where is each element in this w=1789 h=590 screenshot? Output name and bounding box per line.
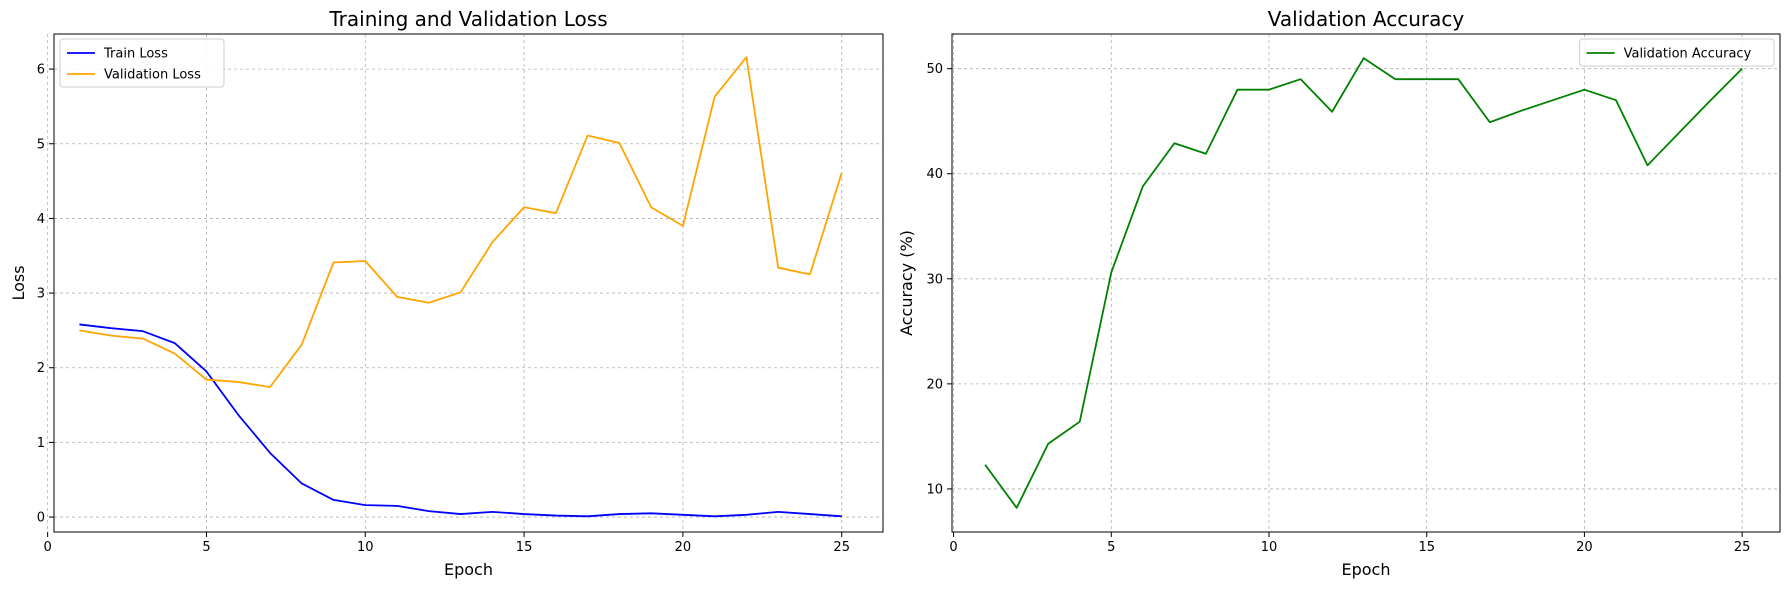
x-tick-label: 5: [202, 540, 210, 555]
y-tick-label: 2: [37, 361, 45, 376]
x-tick-label: 25: [833, 540, 850, 555]
y-tick-label: 40: [926, 167, 943, 182]
x-tick-label: 0: [949, 540, 957, 555]
x-tick-label: 10: [1261, 540, 1278, 555]
y-tick-label: 30: [926, 272, 943, 287]
y-tick-label: 5: [37, 137, 45, 152]
chart-title: Validation Accuracy: [1268, 7, 1465, 31]
x-tick-label: 20: [1576, 540, 1593, 555]
y-tick-label: 6: [37, 63, 45, 78]
chart-title: Training and Validation Loss: [328, 7, 607, 31]
legend: Train Loss Validation Loss: [59, 38, 225, 88]
legend-label-1: Validation Accuracy: [1624, 47, 1752, 62]
series-line-2: [79, 56, 843, 389]
y-tick-label: 50: [926, 62, 943, 77]
y-tick-label: 4: [37, 212, 45, 227]
x-tick-label: 5: [1107, 540, 1115, 555]
legend: Validation Accuracy: [1579, 38, 1775, 67]
series-line-1: [984, 57, 1743, 509]
y-tick-label: 0: [37, 511, 45, 526]
plot-frame: [951, 33, 1781, 533]
accuracy-chart: 0 5 10 15 20 25 10 20 30 40 50 Validation Accuracy E…: [897, 7, 1781, 579]
legend-box: [1579, 38, 1775, 67]
y-tick-label: 10: [926, 482, 943, 497]
y-axis-label: Accuracy (%): [897, 230, 916, 336]
y-axis-label: Loss: [9, 265, 28, 300]
y-tick-label: 3: [37, 287, 45, 302]
legend-label-1: Train Loss: [103, 47, 168, 62]
series-line-1: [79, 323, 842, 518]
x-axis-label: Epoch: [1342, 560, 1391, 579]
loss-chart: 0 5 10 15 20 25 0 1 2 3 4 5 6 Training and Validation…: [9, 7, 884, 579]
plot-frame: [53, 33, 884, 533]
x-tick-label: 15: [516, 540, 533, 555]
y-tick-label: 1: [37, 436, 45, 451]
x-tick-label: 20: [675, 540, 692, 555]
x-tick-label: 10: [357, 540, 374, 555]
legend-box: [59, 38, 225, 88]
x-tick-label: 25: [1734, 540, 1751, 555]
legend-label-2: Validation Loss: [104, 68, 201, 83]
x-axis-label: Epoch: [444, 560, 493, 579]
y-tick-label: 20: [926, 377, 943, 392]
x-tick-label: 0: [44, 540, 52, 555]
x-tick-label: 15: [1418, 540, 1435, 555]
